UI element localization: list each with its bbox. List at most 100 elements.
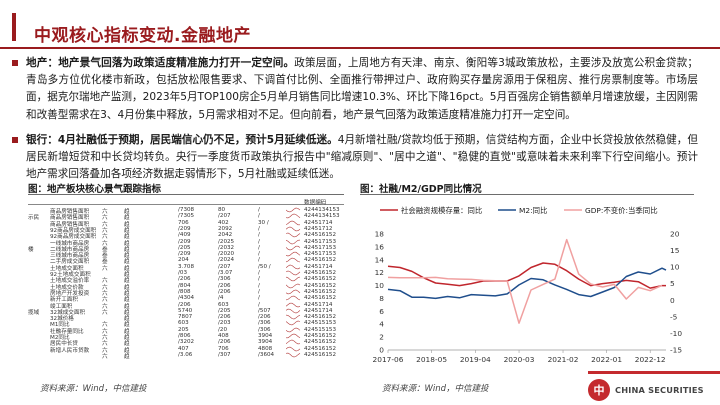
table-cell: 4808: [258, 345, 273, 352]
table-row: M2同比 六 趋/806 408 3904 424516152: [28, 333, 344, 341]
table-cell: 六: [102, 234, 108, 241]
table-cell: 六: [102, 221, 108, 228]
table-cell: /: [258, 295, 260, 302]
table-cell: M2同比: [50, 335, 70, 341]
table-code-cell: 4244134153: [304, 207, 340, 213]
table-cell: 六: [102, 215, 108, 222]
sparkline: [286, 207, 301, 213]
series-line-1: [387, 262, 666, 289]
right-figure-rule: [360, 194, 694, 195]
table-row: 居民中长贷 六 趋/3202/206 3904 424516152: [28, 339, 344, 347]
logo-text: CHINA SECURITIES: [615, 384, 704, 395]
indicator-table: 数据编码 商品房销售面积六趋/7308 80/4244134153 示民 商品房销售面积…: [28, 198, 344, 360]
sparkline: [286, 251, 301, 257]
table-code-cell: 424517153: [304, 238, 337, 245]
right-y-tick-label: 20: [670, 230, 680, 239]
table-cell: 205: [178, 326, 189, 333]
table-cell: /206: [218, 288, 231, 295]
table-cell: 商品房销售面积: [50, 221, 90, 228]
table-cell: /50 /: [258, 263, 271, 270]
x-tick-label: 2017-06: [373, 355, 404, 364]
table-row: 商品房销售面积 六 趋 706 402 30 / 42451714: [28, 219, 344, 228]
legend-label: 社会融资规模存量：同比: [401, 206, 482, 215]
x-tick-label: 2018-05: [416, 355, 447, 364]
table-cell: 80: [218, 207, 226, 213]
real-estate-lead: 地产：地产景气回落为政策适度精准施力打开一定空间。: [26, 57, 295, 69]
right-y-tick-label: -15: [670, 346, 682, 355]
left-y-tick-label: 16: [375, 242, 385, 251]
table-cell: 六: [102, 278, 108, 285]
sparkline: [286, 245, 301, 251]
table-row: 土地成交价款 六 趋/804/206 / 424516152: [28, 282, 344, 291]
left-y-tick-label: 6: [379, 307, 384, 316]
sparkline: [286, 264, 301, 269]
table-cell: /7305: [178, 213, 195, 220]
table-cell: 趋: [124, 328, 130, 335]
table-cell: 706: [178, 219, 189, 226]
table-row: 一线城市商品房 六 趋/209/2025 / 424517153: [28, 238, 344, 247]
table-cell: 楼: [28, 246, 34, 253]
table-cell: 竣工面积: [50, 303, 73, 310]
table-code-cell: 424516152: [304, 270, 337, 276]
table-row: 土地成交面积 六 趋 3.708/207/50 / 42451714: [28, 263, 344, 272]
table-cell: /: [258, 238, 260, 245]
left-y-tick-label: 18: [375, 230, 385, 239]
table-cell: 趋: [124, 347, 130, 354]
table-cell: 房地产开发投资: [50, 290, 90, 297]
table-cell: 趋: [124, 303, 130, 310]
legend-label: M2:同比: [519, 206, 547, 215]
table-cell: 趋: [124, 272, 130, 278]
sparkline: [286, 352, 301, 358]
table-row: 楼 二线城市商品房 叁 趋/205/2032 / 424517153: [28, 244, 344, 253]
table-code-cell: 42451714: [304, 263, 333, 270]
table-code-cell: 42451712: [304, 225, 333, 232]
sparkline: [286, 289, 301, 295]
table-cell: 示民: [28, 215, 40, 222]
table-cell: 趋: [124, 309, 130, 316]
sparkline: [286, 213, 301, 219]
table-cell: /203: [218, 320, 231, 327]
table-cell: 趋: [124, 221, 130, 228]
table-row: 92土地成交面积 趋/03/3.07 / 424516152: [28, 270, 344, 278]
table-cell: 土地成交价款: [50, 284, 84, 291]
table-cell: 六: [102, 209, 108, 215]
table-cell: /3604: [258, 351, 275, 358]
table-cell: 趋: [124, 284, 130, 291]
table-cell: 六: [102, 309, 108, 316]
title-divider: [0, 47, 720, 49]
line-chart-panel: 社会融资规模存量：同比 M2:同比 GDP:不变价:当季同比 0 2 4 6 8 10 12 14 1…: [360, 198, 694, 368]
table-cell: /205: [178, 244, 191, 251]
table-cell: 六: [102, 328, 108, 335]
table-code-cell: 42451714: [304, 219, 333, 226]
table-cell: 32城价格: [50, 316, 74, 323]
table-cell: /207: [218, 263, 231, 270]
right-source-note: 资料来源：Wind，中信建投: [382, 384, 489, 394]
table-cell: 六: [102, 227, 108, 234]
table-cell: 趋: [124, 259, 130, 266]
bank-paragraph: 银行：4月社融低于预期，居民端信心仍不足，预计5月延续低迷。4月新增社融/贷款均…: [12, 132, 698, 184]
table-code-cell: 424516152: [304, 339, 337, 346]
table-code-cell: 424516152: [304, 282, 337, 289]
company-logo: 中 CHINA SECURITIES: [588, 371, 720, 405]
table-header-row: 数据编码: [28, 198, 344, 206]
table-cell: 六: [102, 297, 108, 304]
table-cell: 趋: [124, 234, 130, 241]
table-row: 房地产开发投资 六 趋/808/206 / 424516152: [28, 288, 344, 297]
table-cell: 趋: [124, 215, 130, 222]
sparkline: [286, 277, 301, 282]
left-source-note: 资料来源：Wind，中信建投: [40, 384, 147, 394]
series-line-3: [387, 238, 663, 324]
x-tick-label: 2019-04: [460, 355, 491, 364]
right-y-tick-label: 15: [670, 246, 680, 255]
x-tick-label: 2021-02: [548, 355, 579, 364]
table-cell: 32城成交面积: [50, 309, 86, 316]
left-y-tick-label: 0: [379, 346, 384, 355]
table-cell: 新增人民币贷款: [50, 347, 90, 354]
table-cell: 7807: [178, 314, 193, 321]
table-cell: /4304: [178, 295, 195, 302]
table-cell: 六: [102, 347, 108, 354]
left-y-tick-label: 8: [379, 294, 384, 303]
table-cell: /2020: [218, 251, 235, 258]
sparkline: [286, 220, 300, 225]
table-cell: 5740: [178, 307, 193, 314]
